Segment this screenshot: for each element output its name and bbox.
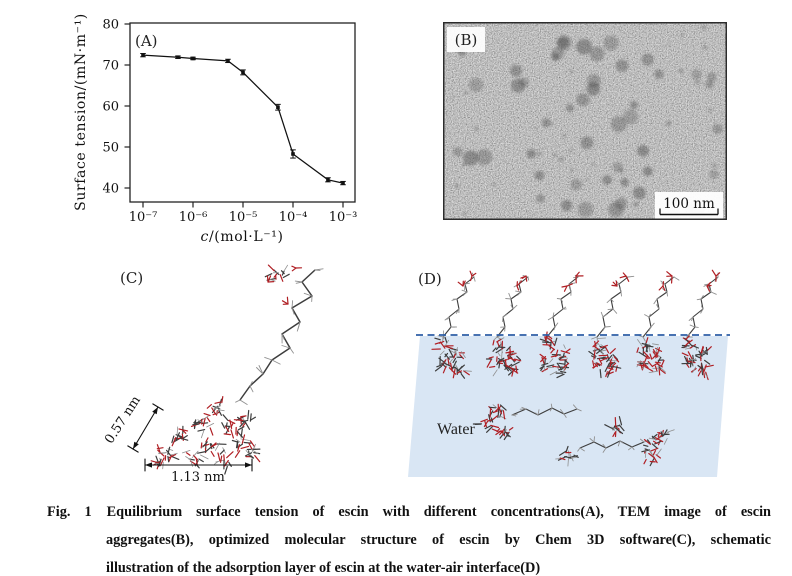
figure-caption: Fig. 1 Equilibrium surface tension of esc… [47,498,771,576]
molecular-structure: (C) 1.13 nm 0.57 nm [102,264,324,485]
caption-line: aggregates(B), optimized molecular struc… [106,532,771,548]
tem-image: 100 nm (B) [443,22,727,220]
x-axis-label: c/(mol·L⁻¹) [200,229,283,245]
width-dimension-label: 1.13 nm [171,470,225,485]
chart-plot-area: 40 50 60 70 80 10⁻⁷ 10⁻⁶ 10⁻⁵ 10⁻⁴ 10⁻³ [102,18,357,226]
escin-molecule [150,264,324,475]
scale-bar-label: 100 nm [663,196,715,212]
svg-text:10⁻⁵: 10⁻⁵ [229,210,258,225]
panel-a-label: (A) [135,32,158,50]
panel-b-label: (B) [447,27,485,52]
svg-text:10⁻⁶: 10⁻⁶ [179,210,208,225]
svg-text:10⁻⁴: 10⁻⁴ [279,210,308,225]
svg-text:70: 70 [102,59,119,74]
y-axis-label: Surface tension/(mN·m⁻¹) [73,13,89,211]
tem-noise-texture [443,22,727,220]
adsorption-schematic: (D) Water [408,269,730,477]
interface-molecules [431,269,721,467]
surface-tension-chart: 40 50 60 70 80 10⁻⁷ 10⁻⁶ 10⁻⁵ 10⁻⁴ 10⁻³ (A) Surfa… [73,13,357,245]
caption-tag: Fig. 1 [47,504,92,520]
caption-text: Equilibrium surface tension of escin wit… [106,504,771,520]
svg-text:(B): (B) [455,31,478,49]
height-dimension-label: 0.57 nm [102,393,144,446]
tem-scale-bar: 100 nm [655,192,723,219]
water-label: Water [437,421,475,438]
tem-aggregates [451,25,723,219]
tem-border [443,22,727,220]
svg-text:40: 40 [102,182,119,197]
caption-line: illustration of the adsorption layer of … [106,560,541,576]
water-body [408,336,728,477]
svg-text:10⁻³: 10⁻³ [329,210,358,225]
dimension-arrows [127,403,253,472]
svg-text:60: 60 [102,100,119,115]
svg-text:80: 80 [102,18,119,33]
panel-d-label: (D) [418,270,442,288]
svg-text:10⁻⁷: 10⁻⁷ [129,210,158,225]
svg-text:50: 50 [102,141,119,156]
panel-c-label: (C) [120,269,143,287]
caption-line: Fig. 1 Equilibrium surface tension of esc… [47,498,771,526]
